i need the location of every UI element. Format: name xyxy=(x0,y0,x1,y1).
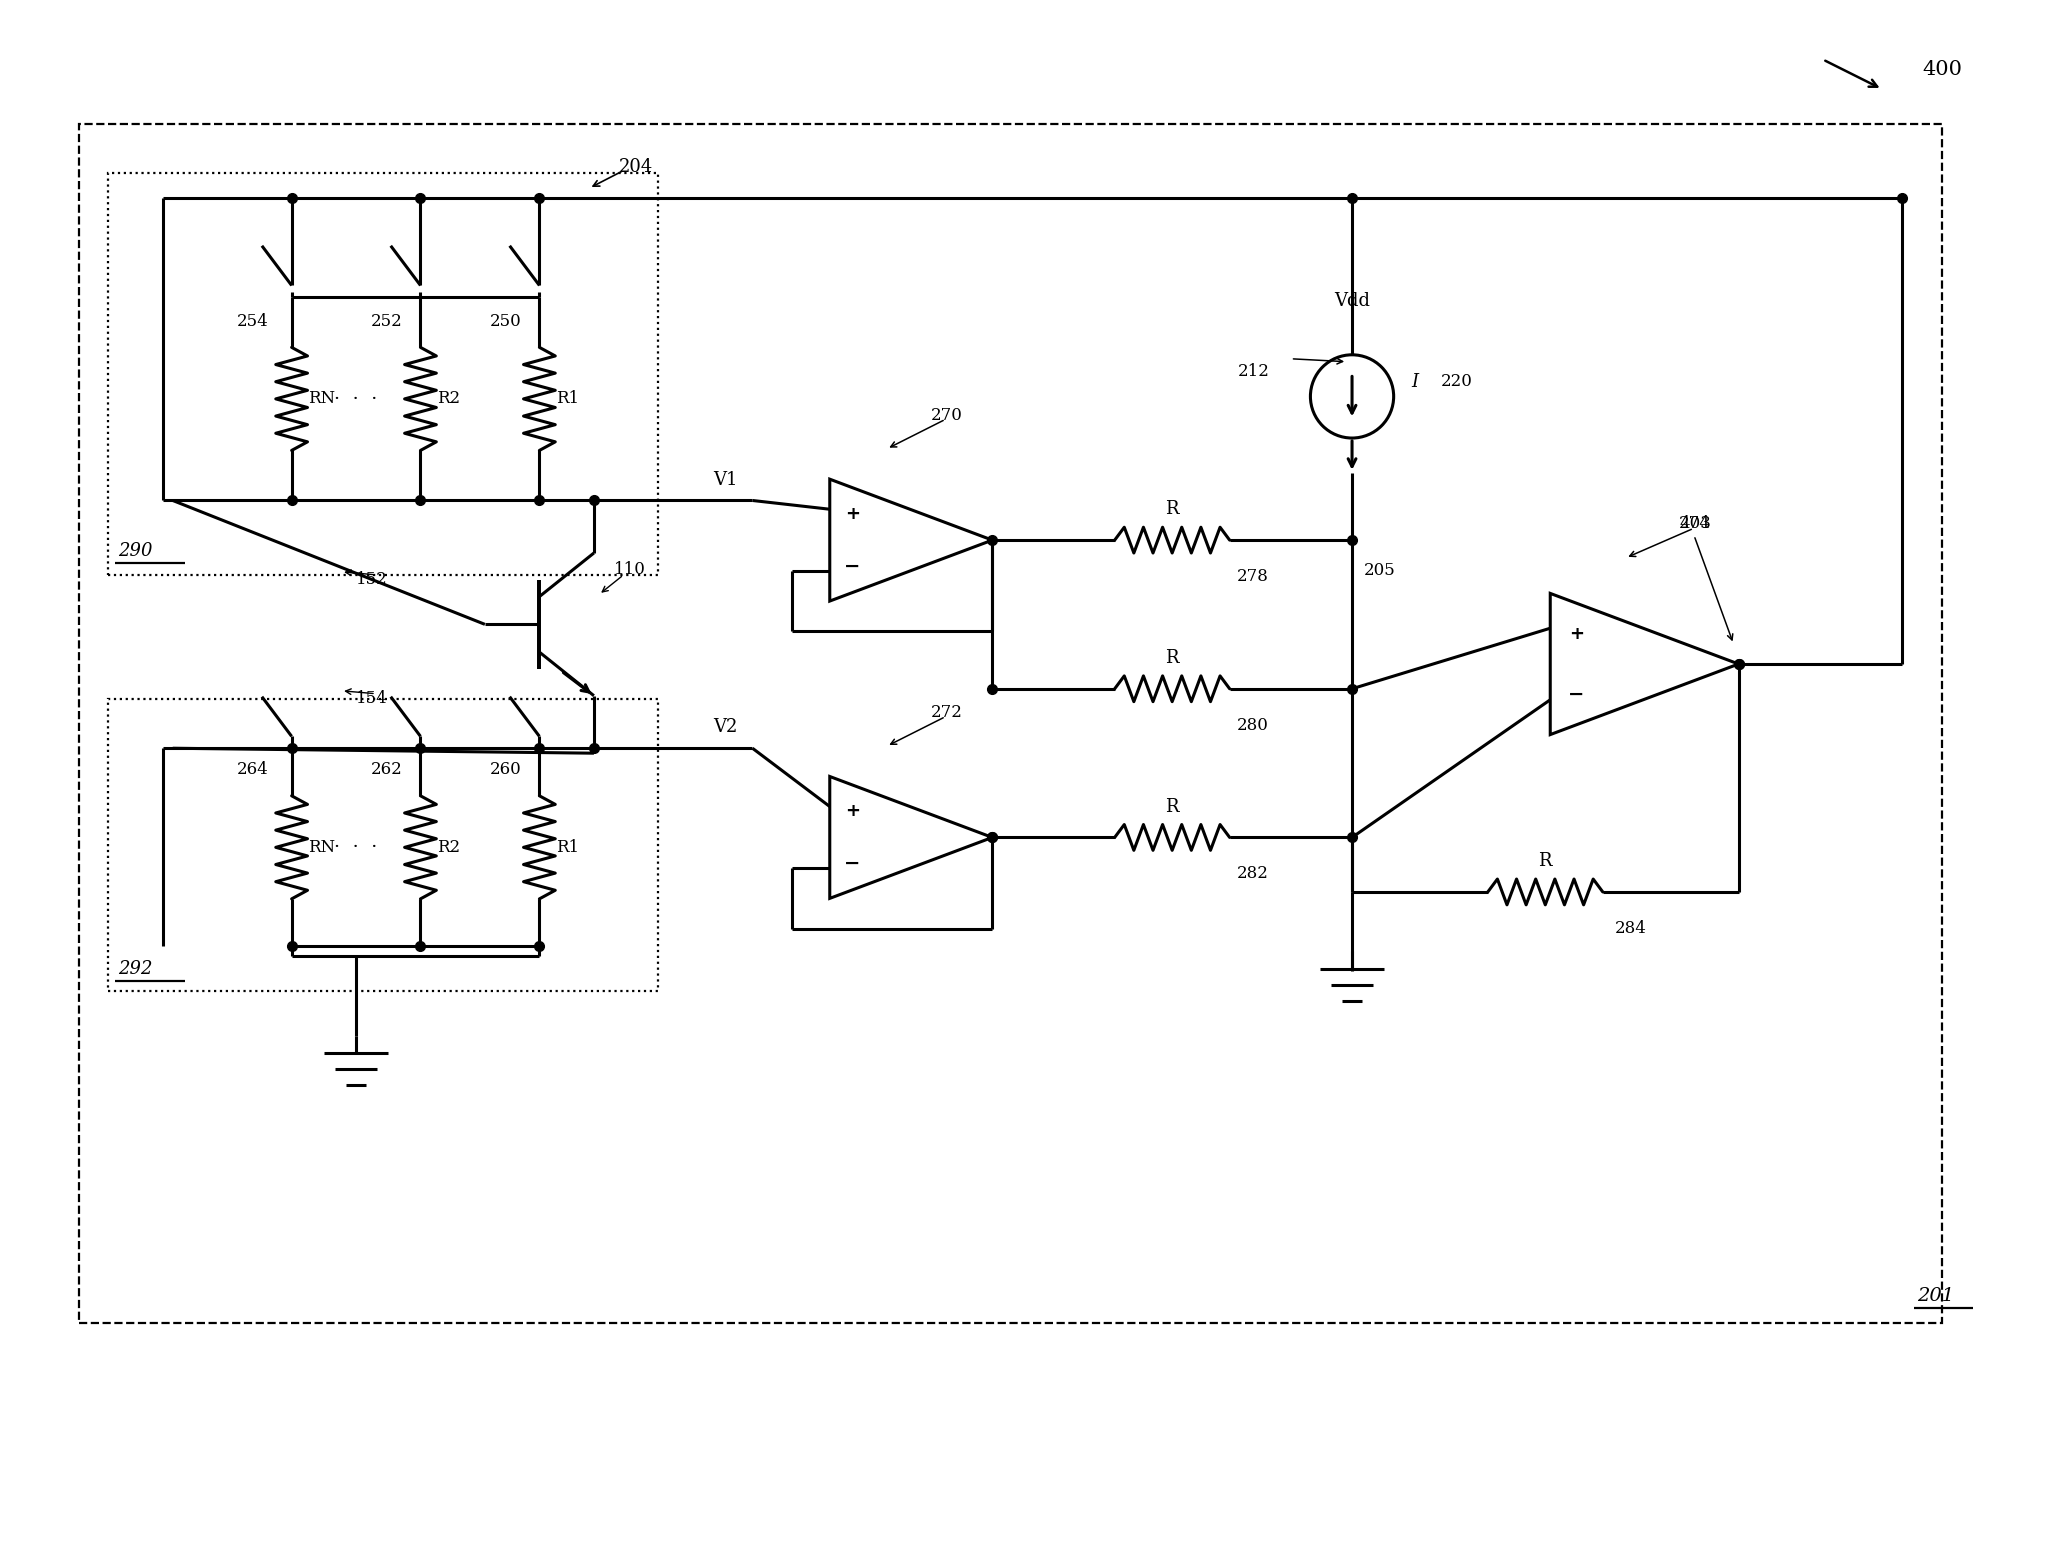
Text: R2: R2 xyxy=(437,390,461,407)
Text: 252: 252 xyxy=(371,313,402,330)
Text: +: + xyxy=(845,505,861,523)
Text: 154: 154 xyxy=(357,690,387,707)
Text: R1: R1 xyxy=(556,390,580,407)
Text: RN: RN xyxy=(308,839,336,856)
Text: 292: 292 xyxy=(119,960,152,978)
Text: 250: 250 xyxy=(490,313,521,330)
Text: 254: 254 xyxy=(238,313,269,330)
Text: 262: 262 xyxy=(371,762,402,779)
Text: 152: 152 xyxy=(357,571,387,588)
Text: 264: 264 xyxy=(238,762,269,779)
Text: R: R xyxy=(1540,851,1552,870)
Text: 274: 274 xyxy=(1679,515,1712,533)
Text: −: − xyxy=(845,854,861,873)
Text: 284: 284 xyxy=(1615,920,1646,937)
Text: 270: 270 xyxy=(931,407,964,424)
Text: I: I xyxy=(1412,373,1419,390)
Text: 272: 272 xyxy=(931,704,964,721)
Text: R2: R2 xyxy=(437,839,461,856)
Text: 282: 282 xyxy=(1236,865,1269,882)
Text: −: − xyxy=(1568,684,1585,704)
Text: R: R xyxy=(1164,500,1179,519)
Text: 260: 260 xyxy=(490,762,521,779)
Text: 400: 400 xyxy=(1923,60,1962,79)
Text: 290: 290 xyxy=(119,542,152,560)
Text: V2: V2 xyxy=(713,718,738,737)
Text: 278: 278 xyxy=(1236,568,1269,585)
Text: R: R xyxy=(1164,649,1179,667)
Text: 204: 204 xyxy=(619,158,654,176)
Text: −: − xyxy=(845,557,861,576)
Text: 110: 110 xyxy=(613,562,646,579)
Text: 205: 205 xyxy=(1363,562,1396,579)
Text: R1: R1 xyxy=(556,839,580,856)
Text: ·  ·  ·: · · · xyxy=(334,390,377,407)
Text: RN: RN xyxy=(308,390,336,407)
Text: 280: 280 xyxy=(1236,717,1269,734)
Text: 220: 220 xyxy=(1441,373,1474,390)
Text: 201: 201 xyxy=(1917,1288,1954,1305)
Text: V1: V1 xyxy=(713,471,738,489)
Text: +: + xyxy=(1568,625,1585,642)
Text: R: R xyxy=(1164,797,1179,816)
Text: ·  ·  ·: · · · xyxy=(334,839,377,856)
Text: +: + xyxy=(845,802,861,820)
Text: Vdd: Vdd xyxy=(1335,293,1369,310)
Text: 403: 403 xyxy=(1679,515,1712,533)
Text: 212: 212 xyxy=(1238,364,1269,381)
